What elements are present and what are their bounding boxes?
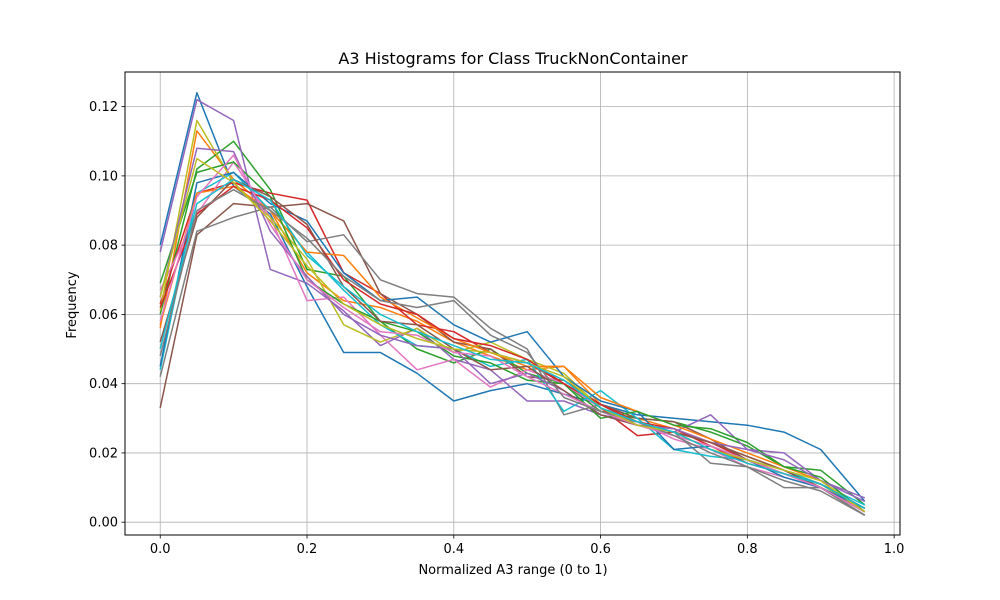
y-tick-label: 0.08 <box>89 239 118 254</box>
x-tick-label: 0.4 <box>443 542 464 557</box>
x-tick-label: 1.0 <box>884 542 905 557</box>
y-axis: 0.00 0.02 0.04 0.06 0.08 0.10 0.12 <box>89 100 125 531</box>
grid <box>125 72 900 535</box>
series-line-15 <box>159 147 866 503</box>
series-line-8 <box>159 206 866 516</box>
series-line-18 <box>159 188 866 516</box>
chart-title: A3 Histograms for Class TruckNonContaine… <box>338 49 688 68</box>
y-axis-title: Frequency <box>65 271 80 338</box>
x-tick-label: 0.8 <box>737 542 758 557</box>
y-tick-label: 0.00 <box>89 516 118 531</box>
series-line-1 <box>159 92 866 502</box>
x-axis: 0.0 0.2 0.4 0.6 0.8 1.0 <box>150 535 905 557</box>
series-line-12 <box>159 185 866 513</box>
y-tick-label: 0.12 <box>89 100 118 115</box>
x-tick-label: 0.0 <box>150 542 171 557</box>
series-line-19 <box>159 157 866 513</box>
x-tick-label: 0.2 <box>297 542 318 557</box>
series-line-16 <box>159 178 866 513</box>
y-tick-label: 0.06 <box>89 308 118 323</box>
series-group <box>159 92 866 516</box>
plot-frame <box>124 71 901 536</box>
x-axis-title: Normalized A3 range (0 to 1) <box>418 563 607 578</box>
y-tick-label: 0.10 <box>89 169 118 184</box>
series-line-5 <box>159 98 866 499</box>
y-tick-label: 0.02 <box>89 446 118 461</box>
y-tick-label: 0.04 <box>89 377 118 392</box>
series-line-20 <box>159 178 866 509</box>
x-tick-label: 0.6 <box>590 542 611 557</box>
